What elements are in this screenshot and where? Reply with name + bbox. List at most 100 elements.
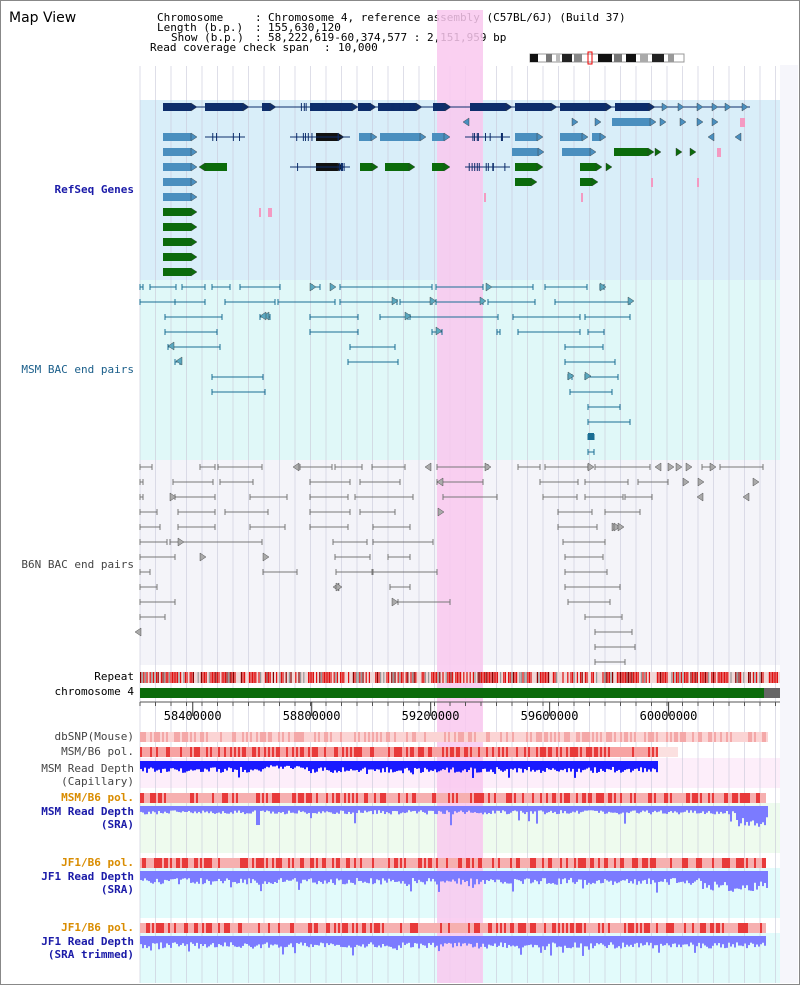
- chromosome-ideogram[interactable]: [529, 51, 685, 65]
- pol-cell: [200, 923, 202, 933]
- pol-cell: [750, 732, 752, 742]
- pol-cell: [508, 793, 510, 803]
- depth-bar: [316, 871, 318, 885]
- pol-cell: [376, 923, 378, 933]
- depth-bar: [556, 761, 558, 772]
- pol-cell: [176, 732, 178, 742]
- pol-cell: [532, 858, 534, 868]
- pol-cell: [202, 747, 204, 757]
- depth-bar: [444, 871, 446, 883]
- pol-cell: [750, 858, 752, 868]
- depth-bar: [478, 761, 480, 773]
- pol-cell: [640, 923, 642, 933]
- depth-bar: [336, 806, 338, 813]
- pol-cell: [382, 793, 384, 803]
- depth-bar: [400, 936, 402, 948]
- pol-cell: [232, 858, 234, 868]
- depth-bar: [440, 936, 442, 945]
- pol-cell: [432, 747, 434, 757]
- repeat-element: [480, 672, 482, 683]
- pol-cell: [468, 732, 470, 742]
- depth-bar: [334, 806, 336, 814]
- depth-bar: [302, 806, 304, 812]
- depth-bar: [404, 806, 406, 814]
- depth-bar: [664, 936, 666, 946]
- strand-arrow: [741, 102, 749, 112]
- pol-cell: [710, 793, 712, 803]
- depth-bar: [674, 936, 676, 944]
- pol-cell: [356, 858, 358, 868]
- pol-cell: [698, 858, 700, 868]
- pol-cell: [702, 923, 704, 933]
- pol-cell: [306, 732, 308, 742]
- depth-bar: [472, 806, 474, 813]
- pol-cell: [164, 732, 166, 742]
- depth-bar: [562, 871, 564, 880]
- depth-bar: [268, 871, 270, 883]
- pol-cell: [710, 858, 712, 868]
- depth-bar: [580, 806, 582, 813]
- pol-cell: [436, 793, 438, 803]
- depth-bar: [200, 871, 202, 879]
- pol-cell: [760, 793, 762, 803]
- strand-arrow: [679, 117, 687, 127]
- pol-cell: [142, 732, 144, 742]
- depth-bar: [246, 806, 248, 814]
- depth-bar: [226, 761, 228, 771]
- pol-cell: [524, 858, 526, 868]
- pol-cell: [478, 923, 480, 933]
- pol-cell: [336, 732, 338, 742]
- pol-cell: [304, 923, 306, 933]
- pol-cell: [410, 858, 412, 868]
- pol-cell: [162, 747, 164, 757]
- pol-cell: [166, 793, 168, 803]
- depth-bar: [390, 936, 392, 947]
- pol-cell: [356, 793, 358, 803]
- repeat-element: [319, 672, 321, 683]
- pol-cell: [392, 732, 394, 742]
- pol-cell: [530, 858, 532, 868]
- pol-cell: [144, 793, 146, 803]
- pol-cell: [666, 732, 668, 742]
- pol-cell: [600, 793, 602, 803]
- depth-bar: [202, 936, 204, 947]
- pol-cell: [312, 923, 314, 933]
- refseq-genes-track[interactable]: [163, 102, 750, 277]
- depth-bar: [580, 936, 582, 944]
- pol-cell: [314, 747, 316, 757]
- depth-bar: [274, 761, 276, 767]
- depth-bar: [188, 761, 190, 771]
- repeat-element: [736, 672, 738, 683]
- depth-bar: [372, 936, 374, 945]
- msm-bac-track[interactable]: [139, 282, 635, 455]
- depth-bar: [556, 871, 558, 885]
- depth-bar: [400, 806, 402, 814]
- pol-cell: [750, 793, 752, 803]
- pol-cell: [644, 858, 646, 868]
- depth-bar: [698, 936, 700, 943]
- depth-bar: [574, 761, 576, 778]
- pol-cell: [214, 747, 216, 757]
- depth-bar: [222, 761, 224, 773]
- pol-cell: [312, 793, 314, 803]
- pol-cell: [594, 747, 596, 757]
- b6n-bac-track[interactable]: [134, 462, 764, 665]
- pol-cell: [338, 923, 340, 933]
- pol-cell: [516, 732, 518, 742]
- pol-cell: [250, 747, 252, 757]
- pol-cell: [322, 732, 324, 742]
- depth-bar: [734, 871, 736, 889]
- depth-bar: [578, 761, 580, 769]
- depth-bar: [242, 806, 244, 813]
- depth-bar: [700, 871, 702, 881]
- depth-bar: [272, 936, 274, 946]
- repeat-element: [720, 672, 722, 683]
- pol-cell: [340, 747, 342, 757]
- depth-bar: [468, 806, 470, 811]
- depth-bar: [708, 871, 710, 886]
- depth-bar: [564, 936, 566, 946]
- depth-bar: [662, 806, 664, 814]
- pol-cell: [552, 747, 554, 757]
- depth-bar: [484, 936, 486, 947]
